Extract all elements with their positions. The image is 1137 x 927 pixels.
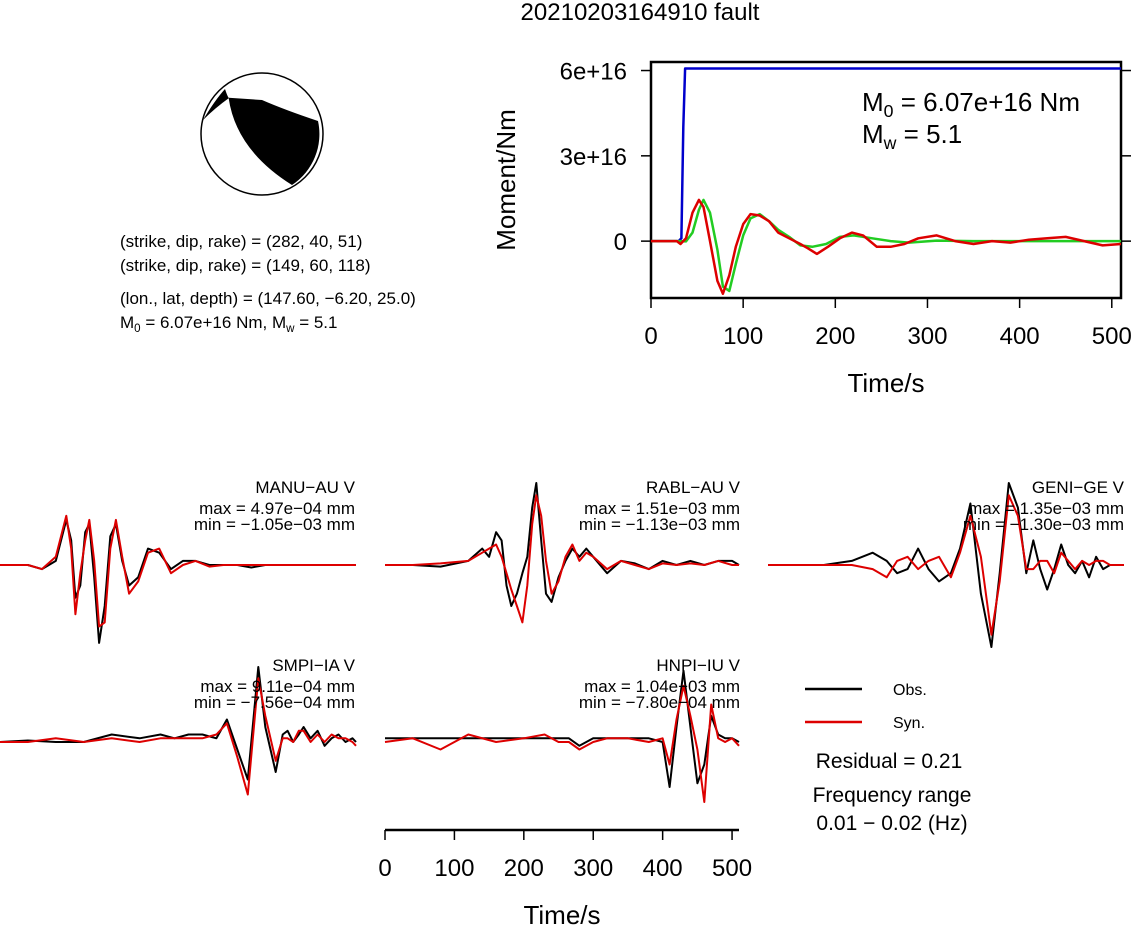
syn-trace — [0, 677, 357, 796]
frequency-range-value: 0.01 − 0.02 (Hz) — [816, 812, 967, 835]
moment-ytick-label: 3e+16 — [560, 144, 627, 171]
moment-xtick-label: 0 — [644, 323, 657, 350]
waveform-time-axis: 0 100 200 300 400 500 — [378, 828, 752, 882]
beachball-compression-cap — [203, 89, 229, 120]
waveform-xtick-label: 100 — [434, 855, 474, 882]
waveform-xtick-label: 200 — [504, 855, 544, 882]
legend-syn-label: Syn. — [893, 715, 925, 732]
waveform-legend: Obs. Syn. — [805, 682, 927, 732]
moment-xlabel: Time/s — [847, 368, 924, 398]
waveform-xtick-label: 300 — [573, 855, 613, 882]
location-label: (lon., lat, depth) = (147.60, −6.20, 25.… — [120, 289, 416, 308]
station-max-3: max = 1.35e−03 mm — [968, 499, 1124, 518]
station-name-4: SMPI−IA V — [272, 656, 355, 675]
nodal-plane-2-label: (strike, dip, rake) = (149, 60, 118) — [120, 256, 371, 275]
moment-xtick-label: 300 — [907, 323, 947, 350]
station-min-4: min = −7.56e−04 mm — [194, 693, 355, 712]
station-min-1: min = −1.05e−03 mm — [194, 515, 355, 534]
moment-ylabel: Moment/Nm — [491, 109, 521, 251]
waveform-panel — [0, 514, 356, 644]
obs-trace — [0, 518, 356, 644]
syn-trace — [768, 494, 1124, 636]
station-name-3: GENI−GE V — [1032, 478, 1125, 497]
station-max-2: max = 1.51e−03 mm — [584, 499, 740, 518]
moment-xtick-label: 500 — [1092, 323, 1132, 350]
moment-xtick-label: 100 — [723, 323, 763, 350]
station-min-3: min = −1.30e−03 mm — [963, 515, 1124, 534]
waveform-xtick-label: 500 — [712, 855, 752, 882]
m0-annotation: M0 = 6.07e+16 Nm — [862, 87, 1080, 121]
waveform-panel — [384, 669, 740, 803]
station-min-2: min = −1.13e−03 mm — [579, 515, 740, 534]
waveform-panels — [0, 482, 1124, 803]
figure-title: 20210203164910 fault — [521, 0, 760, 26]
moment-ytick-label: 6e+16 — [560, 59, 627, 86]
station-max-1: max = 4.97e−04 mm — [199, 499, 355, 518]
station-max-4: max = 9.11e−04 mm — [200, 677, 355, 696]
residual-label: Residual = 0.21 — [816, 750, 963, 773]
moment-ytick-label: 0 — [614, 229, 627, 256]
obs-trace — [768, 482, 1124, 648]
mechanism-info: (strike, dip, rake) = (282, 40, 51) (str… — [120, 232, 416, 335]
syn-trace — [0, 514, 356, 628]
waveform-panel — [768, 482, 1124, 648]
station-max-5: max = 1.04e−03 mm — [584, 677, 740, 696]
syn-trace — [384, 684, 740, 803]
waveform-panel — [385, 482, 740, 624]
moment-series-group — [651, 67, 1122, 295]
syn-trace — [385, 494, 739, 624]
moment-xtick-label: 400 — [1000, 323, 1040, 350]
station-name-2: RABL−AU V — [646, 478, 741, 497]
moment-rate-syn-line — [651, 198, 1122, 295]
station-name-1: MANU−AU V — [255, 478, 355, 497]
nodal-plane-1-label: (strike, dip, rake) = (282, 40, 51) — [120, 232, 362, 251]
waveform-panel — [0, 666, 357, 796]
beachball-compression-quadrant — [228, 97, 320, 185]
station-labels: MANU−AU V max = 4.97e−04 mm min = −1.05e… — [194, 478, 1125, 712]
station-name-5: HNPI−IU V — [656, 656, 740, 675]
beachball — [200, 72, 324, 196]
waveform-xtick-label: 400 — [643, 855, 683, 882]
moment-summary-label: M0 = 6.07e+16 Nm, Mw = 5.1 — [120, 313, 337, 335]
moment-plot-frame — [649, 60, 1123, 300]
moment-axes: 0 100 200 300 400 500 0 3e+16 6e+16 — [560, 59, 1132, 350]
moment-xtick-label: 200 — [815, 323, 855, 350]
station-min-5: min = −7.80e−04 mm — [579, 693, 740, 712]
mw-annotation: Mw = 5.1 — [862, 119, 962, 153]
moment-rate-obs-line — [651, 198, 1121, 293]
obs-trace — [385, 482, 740, 607]
waveform-xlabel: Time/s — [523, 900, 600, 927]
moment-plot: 0 100 200 300 400 500 0 3e+16 6e+16 Moment/Nm Ti… — [491, 59, 1132, 398]
frequency-range-label: Frequency range — [813, 784, 972, 807]
waveform-xtick-label: 0 — [378, 855, 391, 882]
legend-obs-label: Obs. — [893, 682, 927, 699]
